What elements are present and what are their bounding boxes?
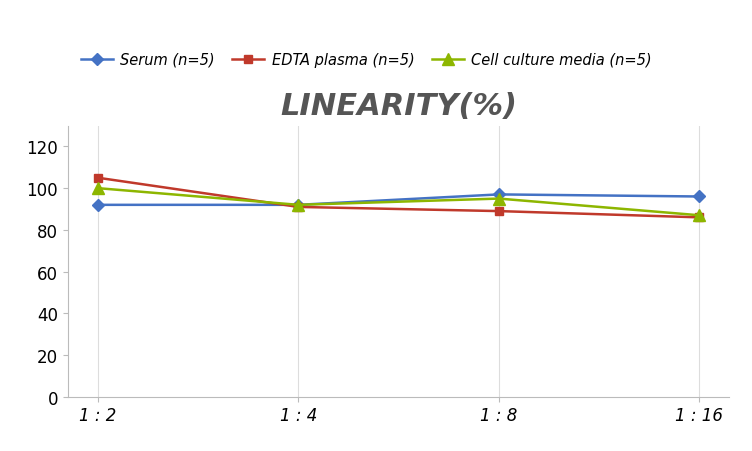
Serum (n=5) [93,202,102,208]
Cell culture media (n=5) [93,186,102,191]
EDTA plasma (n=5) [294,205,303,210]
Line: Serum (n=5): Serum (n=5) [93,191,704,210]
Legend: Serum (n=5), EDTA plasma (n=5), Cell culture media (n=5): Serum (n=5), EDTA plasma (n=5), Cell cul… [75,47,658,74]
Serum (n=5) [294,202,303,208]
Cell culture media (n=5) [494,197,503,202]
Title: LINEARITY(%): LINEARITY(%) [280,92,517,121]
Cell culture media (n=5) [695,213,704,218]
EDTA plasma (n=5) [494,209,503,214]
Serum (n=5) [695,194,704,200]
Cell culture media (n=5) [294,202,303,208]
Serum (n=5) [494,192,503,198]
Line: Cell culture media (n=5): Cell culture media (n=5) [92,183,705,221]
EDTA plasma (n=5) [93,175,102,181]
Line: EDTA plasma (n=5): EDTA plasma (n=5) [93,174,704,222]
EDTA plasma (n=5) [695,215,704,221]
